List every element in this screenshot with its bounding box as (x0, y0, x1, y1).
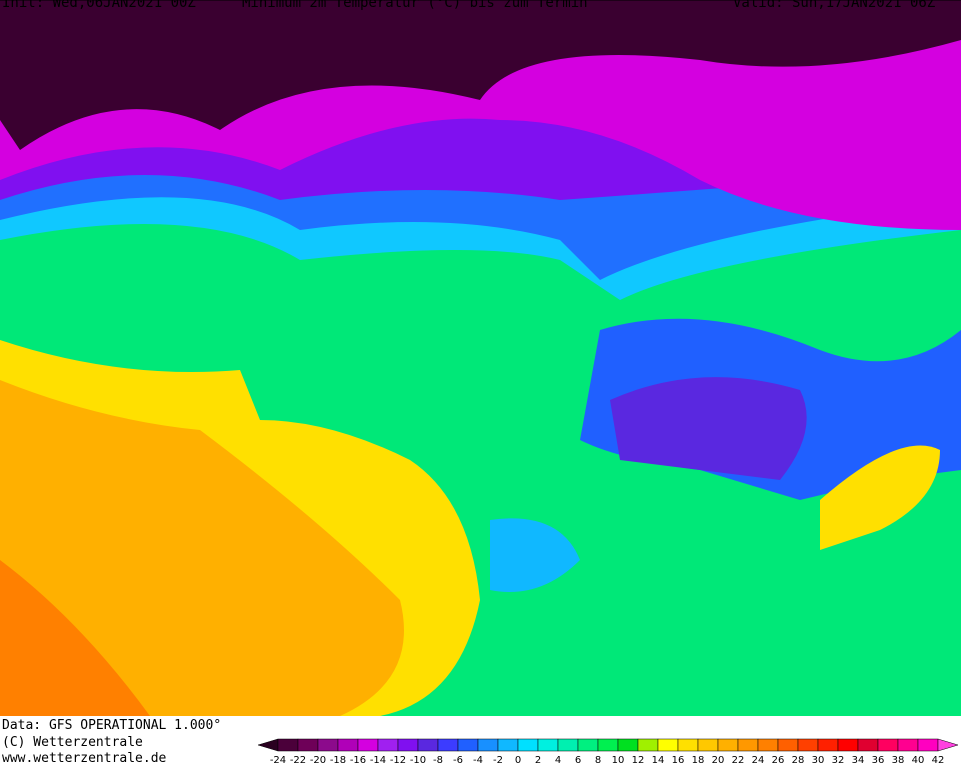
colorbar-label: 8 (595, 755, 601, 766)
colorbar-swatch (917, 738, 939, 752)
valid-time: Valid: Sun,17JAN2021 06Z (733, 0, 936, 11)
colorbar-label: 22 (732, 755, 745, 766)
colorbar-label: 12 (632, 755, 645, 766)
colorbar-arrow (937, 738, 959, 752)
colorbar-swatch (777, 738, 799, 752)
colorbar-label: 32 (832, 755, 845, 766)
colorbar-swatch (437, 738, 459, 752)
colorbar-label: -8 (433, 755, 443, 766)
colorbar-swatch (517, 738, 539, 752)
colorbar-label: 16 (672, 755, 685, 766)
colorbar-swatch (497, 738, 519, 752)
colorbar-label: 6 (575, 755, 581, 766)
map-title: Minimum 2m Temperatur (°C) bis zum Termi… (242, 0, 588, 11)
colorbar-swatch (357, 738, 379, 752)
colorbar-label: -6 (453, 755, 463, 766)
colorbar-swatch (877, 738, 899, 752)
colorbar-swatch (677, 738, 699, 752)
colorbar-label: 42 (932, 755, 945, 766)
colorbar-label: 20 (712, 755, 725, 766)
colorbar-swatch (857, 738, 879, 752)
colorbar-label: 34 (852, 755, 865, 766)
colorbar-swatch (897, 738, 919, 752)
colorbar-swatch (537, 738, 559, 752)
colorbar-swatch (697, 738, 719, 752)
colorbar-swatch (617, 738, 639, 752)
colorbar-swatch (297, 738, 319, 752)
colorbar-label: 38 (892, 755, 905, 766)
colorbar-label: -16 (350, 755, 366, 766)
colorbar-swatch (477, 738, 499, 752)
colorbar-label: -22 (290, 755, 306, 766)
colorbar-label: 0 (515, 755, 521, 766)
init-time: Init: Wed,06JAN2021 00Z (2, 0, 196, 11)
colorbar-swatch (397, 738, 419, 752)
colorbar-label: 14 (652, 755, 665, 766)
colorbar-label: -10 (410, 755, 426, 766)
colorbar-label: -18 (330, 755, 346, 766)
colorbar-swatch (377, 738, 399, 752)
colorbar-swatch (337, 738, 359, 752)
colorbar-swatch (597, 738, 619, 752)
colorbar-label: 2 (535, 755, 541, 766)
copyright: (C) Wetterzentrale (2, 735, 143, 750)
colorbar-label: 30 (812, 755, 825, 766)
map (0, 0, 961, 716)
colorbar-label: 18 (692, 755, 705, 766)
colorbar-swatch (637, 738, 659, 752)
colorbar-swatch (797, 738, 819, 752)
colorbar-swatch (817, 738, 839, 752)
colorbar-label: 28 (792, 755, 805, 766)
colorbar-label: 24 (752, 755, 765, 766)
colorbar-label: 4 (555, 755, 561, 766)
colorbar-arrow (257, 738, 279, 752)
colorbar: -24 -22 -20 -18 -16 -14 -12 -10 -8 -6 -4 -2 0 2 4 6 8 10 1… (257, 738, 959, 766)
colorbar-label: -14 (370, 755, 386, 766)
colorbar-label: 10 (612, 755, 625, 766)
colorbar-swatch (577, 738, 599, 752)
colorbar-label: 36 (872, 755, 885, 766)
colorbar-swatch (317, 738, 339, 752)
website: www.wetterzentrale.de (2, 751, 167, 766)
colorbar-label: 26 (772, 755, 785, 766)
colorbar-swatch (457, 738, 479, 752)
colorbar-swatch (717, 738, 739, 752)
colorbar-label: -20 (310, 755, 326, 766)
data-source: Data: GFS OPERATIONAL 1.000° (2, 718, 222, 733)
colorbar-swatch (557, 738, 579, 752)
colorbar-swatch (757, 738, 779, 752)
colorbar-label: -2 (493, 755, 503, 766)
colorbar-label: -4 (473, 755, 483, 766)
colorbar-label: -12 (390, 755, 406, 766)
colorbar-swatch (417, 738, 439, 752)
colorbar-swatch (657, 738, 679, 752)
colorbar-swatch (737, 738, 759, 752)
colorbar-swatch (277, 738, 299, 752)
colorbar-swatch (837, 738, 859, 752)
colorbar-label: -24 (270, 755, 286, 766)
colorbar-label: 40 (912, 755, 925, 766)
